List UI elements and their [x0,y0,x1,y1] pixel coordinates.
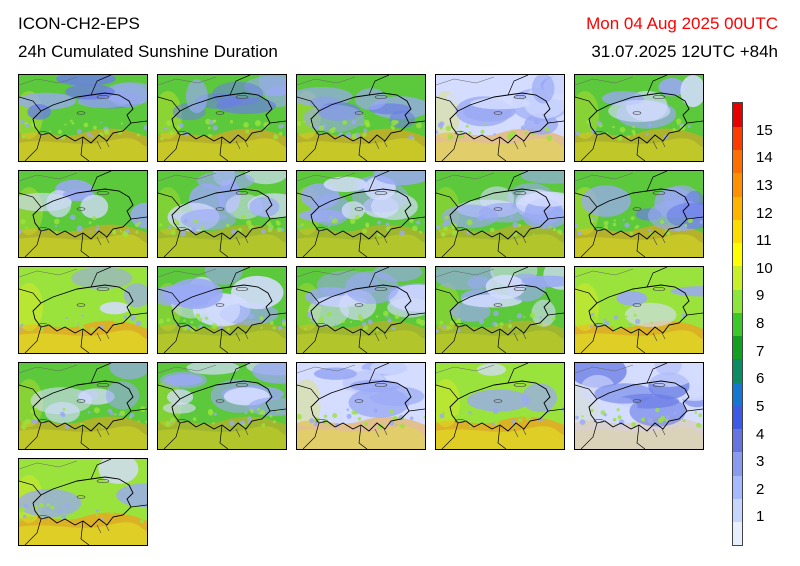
colorbar-label: 3 [756,453,765,471]
ensemble-member-map [18,458,148,546]
ensemble-member-map [435,266,565,354]
product-title: 24h Cumulated Sunshine Duration [18,42,278,61]
ensemble-member-map [574,266,704,354]
sunshine-field [158,363,286,449]
colorbar-label: 4 [756,425,765,443]
colorbar-segment [733,358,742,383]
colorbar-segment [733,312,742,337]
colorbar-label: 11 [756,232,772,250]
ensemble-member-map [435,74,565,162]
colorbar-segment [733,405,742,430]
ensemble-member-map [296,266,426,354]
sunshine-field [19,171,147,257]
colorbar [732,102,743,546]
ensemble-map-grid [18,74,704,546]
ensemble-member-map [157,362,287,450]
sunshine-field [575,75,703,161]
colorbar-segment [733,498,742,523]
ensemble-member-map [574,170,704,258]
valid-time: Mon 04 Aug 2025 00UTC [586,14,778,33]
colorbar-label: 13 [756,176,773,194]
colorbar-segment [733,265,742,290]
colorbar-label: 5 [756,397,765,415]
ensemble-member-map [296,362,426,450]
ensemble-member-map [296,74,426,162]
sunshine-field [158,171,286,257]
colorbar-segment [733,428,742,453]
sunshine-field [436,75,564,161]
colorbar-label: 14 [756,149,773,167]
colorbar-segment [733,103,742,127]
sunshine-field [19,363,147,449]
sunshine-field [19,267,147,353]
colorbar-segment [733,382,742,406]
colorbar-segment [733,521,742,546]
ensemble-member-map [18,362,148,450]
colorbar-label: 6 [756,370,765,388]
sunshine-field [297,267,425,353]
colorbar-segment [733,451,742,476]
ensemble-member-map [157,74,287,162]
colorbar-label: 10 [756,259,773,277]
ensemble-member-map [18,74,148,162]
ensemble-member-map [574,74,704,162]
ensemble-member-map [157,170,287,258]
sunshine-field [436,363,564,449]
colorbar-segment [733,475,742,499]
model-title: ICON-CH2-EPS [18,14,140,33]
ensemble-member-map [18,170,148,258]
colorbar-label: 12 [756,204,773,222]
colorbar-segment [733,219,742,244]
sunshine-field [19,75,147,161]
colorbar-segment [733,196,742,220]
ensemble-member-map [435,170,565,258]
ensemble-member-map [435,362,565,450]
sunshine-field [575,363,703,449]
colorbar-label: 8 [756,315,765,332]
colorbar-label: 9 [756,287,765,305]
ensemble-member-map [157,266,287,354]
sunshine-field [297,171,425,257]
colorbar-segment [733,335,742,360]
sunshine-field [158,267,286,353]
colorbar-label: 2 [756,480,765,498]
colorbar-segment [733,126,742,150]
colorbar-segment [733,242,742,267]
run-time: 31.07.2025 12UTC +84h [591,42,778,61]
colorbar-label: 15 [756,121,773,139]
colorbar-segment [733,289,742,313]
colorbar-label: 1 [756,508,765,526]
sunshine-field [297,75,425,161]
sunshine-field [575,171,703,257]
ensemble-member-map [18,266,148,354]
ensemble-member-map [574,362,704,450]
sunshine-field [297,363,425,449]
colorbar-segment [733,172,742,197]
colorbar-label: 7 [756,342,765,360]
sunshine-field [19,459,147,545]
sunshine-field [436,267,564,353]
ensemble-member-map [296,170,426,258]
sunshine-field [158,75,286,161]
colorbar-segment [733,149,742,174]
sunshine-field [436,171,564,257]
sunshine-field [575,267,703,353]
